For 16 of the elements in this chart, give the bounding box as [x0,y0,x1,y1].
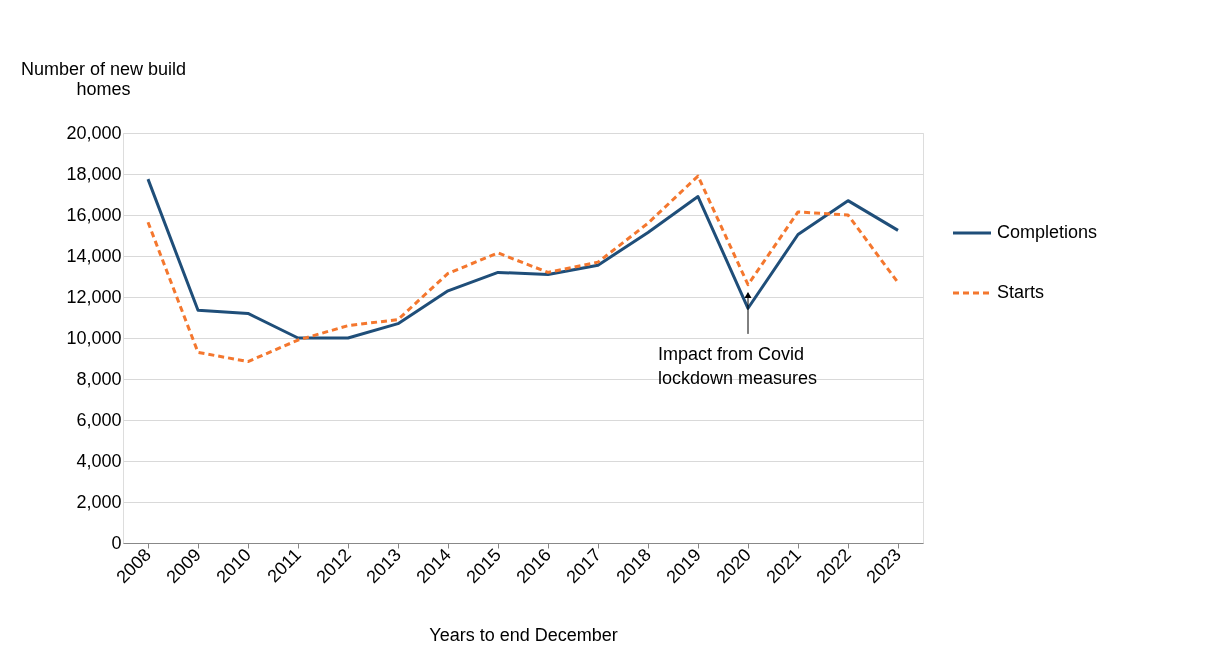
y-tick-label: 2,000 [76,491,122,512]
x-axis-title: Years to end December [429,625,618,646]
y-tick-label: 18,000 [66,163,122,184]
legend-label: Completions [997,222,1098,242]
y-tick-label: 20,000 [66,122,122,143]
annotation: Impact from Covid lockdown measures [658,344,818,389]
y-tick-label: 8,000 [76,368,122,389]
y-tick-label: 14,000 [66,245,122,266]
y-axis-title: Number of new build homes [20,58,187,99]
legend-label: Starts [997,282,1045,302]
y-tick-label: 4,000 [76,450,122,471]
y-tick-label: 12,000 [66,286,122,307]
y-tick-label: 0 [111,532,122,553]
y-tick-label: 6,000 [76,409,122,430]
y-tick-label: 10,000 [66,327,122,348]
y-tick-label: 16,000 [66,204,122,225]
